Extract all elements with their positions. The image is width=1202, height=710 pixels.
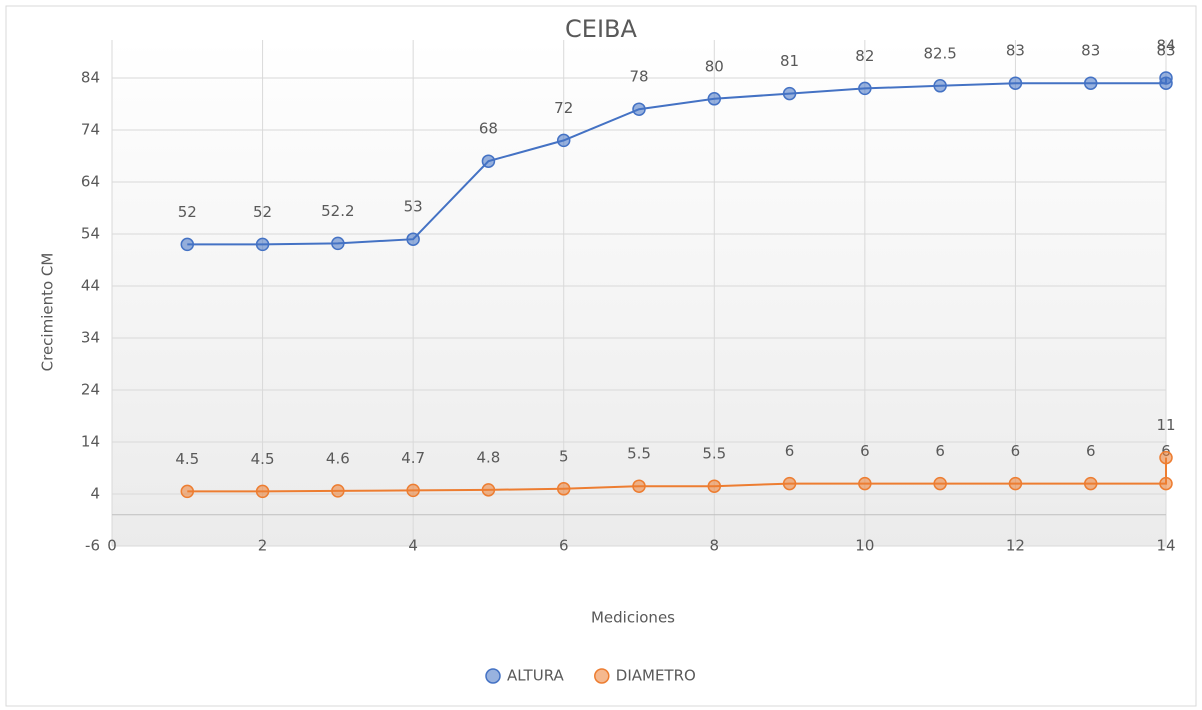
- data-label: 52: [253, 203, 272, 221]
- marker: [1083, 476, 1098, 491]
- marker: [933, 79, 947, 93]
- marker: [632, 479, 646, 493]
- legend-label: ALTURA: [507, 667, 565, 685]
- marker: [556, 133, 571, 148]
- marker: [1159, 476, 1173, 491]
- legend-label: DIAMETRO: [616, 667, 696, 685]
- data-label: 4.6: [326, 449, 350, 467]
- x-axis-title: Mediciones: [591, 609, 675, 627]
- data-label: 4.5: [175, 450, 199, 468]
- data-label: 11: [1156, 416, 1175, 434]
- data-label: 6: [785, 442, 795, 460]
- marker: [481, 483, 496, 497]
- data-label: 78: [629, 68, 648, 86]
- x-tick-label: 0: [107, 537, 117, 555]
- data-label: 83: [1156, 42, 1175, 60]
- y-tick-label: 44: [81, 277, 100, 295]
- data-label: 52: [178, 203, 197, 221]
- data-label: 5.5: [627, 445, 651, 463]
- marker: [632, 102, 646, 116]
- y-tick-label: -6: [85, 537, 100, 555]
- marker: [331, 484, 345, 498]
- marker: [481, 154, 496, 168]
- x-tick-label: 8: [710, 537, 720, 555]
- data-label: 5.5: [702, 445, 726, 463]
- marker: [1008, 76, 1023, 90]
- data-label: 6: [1086, 442, 1096, 460]
- marker: [180, 484, 195, 499]
- x-tick-label: 14: [1156, 537, 1175, 555]
- y-tick-label: 34: [81, 329, 100, 347]
- y-tick-label: 4: [90, 485, 100, 503]
- marker: [707, 92, 722, 106]
- marker: [1083, 76, 1098, 90]
- x-tick-label: 2: [258, 537, 268, 555]
- marker: [858, 476, 872, 491]
- y-axis-title: Crecimiento CM: [39, 253, 57, 372]
- marker: [1159, 71, 1173, 85]
- marker: [556, 482, 571, 496]
- marker: [406, 232, 420, 246]
- data-label: 72: [554, 99, 573, 117]
- data-label: 5: [559, 447, 569, 465]
- x-tick-label: 4: [408, 537, 418, 555]
- data-label: 53: [404, 198, 423, 216]
- data-label: 6: [860, 442, 870, 460]
- legend: ALTURA DIAMETRO: [485, 667, 696, 685]
- data-label: 4.7: [401, 449, 425, 467]
- marker: [1159, 450, 1173, 465]
- data-label: 83: [1006, 42, 1025, 60]
- marker: [933, 476, 947, 491]
- marker: [782, 86, 797, 101]
- data-label: 83: [1081, 42, 1100, 60]
- data-label: 81: [780, 52, 799, 70]
- y-tick-label: 14: [81, 433, 100, 451]
- marker: [406, 483, 420, 498]
- data-label: 68: [479, 120, 498, 138]
- y-tick-label: 84: [81, 69, 100, 87]
- data-label: 6: [1011, 442, 1021, 460]
- y-tick-label: 24: [81, 381, 100, 399]
- x-tick-label: 10: [855, 537, 874, 555]
- marker: [180, 237, 195, 252]
- data-label: 80: [705, 57, 724, 75]
- plot-area: [112, 40, 1166, 546]
- data-label: 4.8: [476, 448, 500, 466]
- x-tick-label: 6: [559, 537, 569, 555]
- data-label: 82.5: [923, 44, 956, 62]
- data-label: 6: [935, 442, 945, 460]
- legend-marker: [485, 668, 501, 684]
- data-label: 4.5: [251, 450, 275, 468]
- chart-title: CEIBA: [565, 15, 637, 43]
- y-tick-label: 74: [81, 121, 100, 139]
- marker: [707, 479, 722, 493]
- marker: [255, 237, 270, 252]
- marker: [255, 484, 270, 499]
- marker: [782, 476, 797, 491]
- marker: [331, 236, 345, 251]
- data-label: 52.2: [321, 202, 354, 220]
- x-tick-label: 12: [1006, 537, 1025, 555]
- marker: [1008, 476, 1023, 491]
- y-tick-label: 64: [81, 173, 100, 191]
- legend-marker: [594, 668, 610, 684]
- y-tick-label: 54: [81, 225, 100, 243]
- marker: [858, 81, 872, 96]
- data-label: 84: [1156, 37, 1175, 55]
- data-label: 82: [855, 47, 874, 65]
